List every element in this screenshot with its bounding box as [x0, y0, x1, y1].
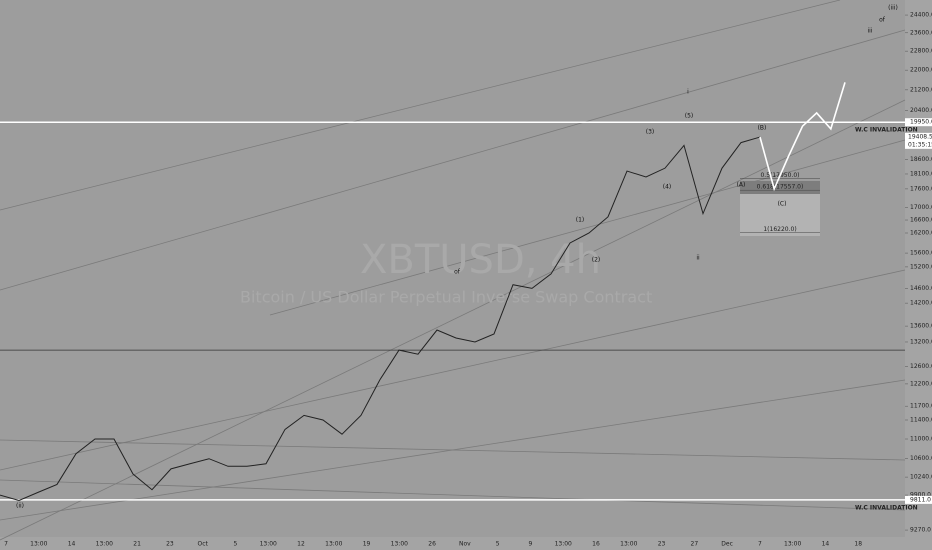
wave-label: (5) [685, 113, 694, 120]
x-tick-label: 13:00 [391, 541, 408, 548]
wave-label: (B) [758, 125, 767, 132]
level-label: 19950.0 [910, 119, 932, 126]
y-tick-label: 24400.0 [910, 12, 932, 19]
y-tick-label: 14600.0 [910, 285, 932, 292]
y-tick-label: 13200.0 [910, 338, 932, 345]
y-tick-label: 21200.0 [910, 86, 932, 93]
y-tick-label: 16200.0 [910, 230, 932, 237]
x-tick-label: 13:00 [260, 541, 277, 548]
x-tick-label: 13:00 [96, 541, 113, 548]
wave-label: (1) [576, 217, 585, 224]
x-tick-label: Oct [197, 541, 208, 548]
price-axis [905, 0, 932, 550]
wave-label: (ii) [16, 503, 24, 510]
y-tick-label: 11700.0 [910, 403, 932, 410]
y-tick-label: 16600.0 [910, 217, 932, 224]
y-tick-label: 23600.0 [910, 29, 932, 36]
y-tick-label: 17600.0 [910, 185, 932, 192]
x-tick-label: 13:00 [325, 541, 342, 548]
wave-label: iii [867, 28, 872, 35]
x-tick-label: 23 [658, 541, 666, 548]
wave-label: (C) [778, 201, 787, 208]
last-price-badge [905, 132, 932, 149]
wave-label: of [454, 269, 461, 276]
watermark-subtitle: Bitcoin / US Dollar Perpetual Inverse Sw… [240, 288, 652, 307]
level-badge [905, 495, 932, 504]
wave-label: (2) [592, 257, 601, 264]
level-label: 9811.0 [910, 496, 931, 503]
y-tick-label: 20400.0 [910, 107, 932, 114]
y-tick-label: 10600.0 [910, 455, 932, 462]
last-price-label: 19408.5 [908, 133, 932, 140]
fib-zone-upper [740, 181, 820, 194]
fib-label: 1(16220.0) [763, 226, 796, 233]
wave-label: (A) [737, 182, 746, 189]
x-tick-label: 5 [234, 541, 238, 548]
x-tick-label: 14 [68, 541, 76, 548]
x-tick-label: Nov [459, 541, 471, 548]
y-tick-label: 14200.0 [910, 300, 932, 307]
fib-zone-lower [740, 194, 820, 236]
x-tick-label: 26 [428, 541, 436, 548]
x-tick-label: 5 [496, 541, 500, 548]
y-tick-label: 18100.0 [910, 170, 932, 177]
x-tick-label: 14 [822, 541, 830, 548]
wave-label: of [879, 17, 886, 24]
x-tick-label: 13:00 [784, 541, 801, 548]
y-tick-label: 12200.0 [910, 380, 932, 387]
y-tick-label: 11000.0 [910, 436, 932, 443]
x-tick-label: Dec [721, 541, 733, 548]
price-line [759, 82, 846, 192]
countdown: 01:35:15 [908, 141, 932, 148]
y-tick-label: 22000.0 [910, 67, 932, 74]
wave-label: (iii) [888, 5, 898, 12]
y-tick-label: 12600.0 [910, 363, 932, 370]
x-tick-label: 7 [758, 541, 762, 548]
time-axis [0, 537, 905, 550]
x-tick-label: 18 [854, 541, 862, 548]
price-line [0, 136, 761, 502]
x-tick-label: 19 [363, 541, 371, 548]
y-tick-label: 9270.0 [910, 527, 931, 534]
trend-lines [0, 0, 906, 541]
x-tick-label: 13:00 [620, 541, 637, 548]
level-text: W.C INVALIDATION [855, 504, 918, 511]
y-tick-label: 17000.0 [910, 204, 932, 211]
x-tick-label: 12 [297, 541, 305, 548]
y-tick-label: 10240.0 [910, 474, 932, 481]
wave-label: (3) [646, 129, 655, 136]
y-tick-label: 11400.0 [910, 417, 932, 424]
level-text: W.C INVALIDATION [855, 127, 918, 134]
y-tick-label: 15200.0 [910, 263, 932, 270]
x-tick-label: 13:00 [555, 541, 572, 548]
x-tick-label: 16 [592, 541, 600, 548]
x-tick-label: 13:00 [30, 541, 47, 548]
wave-label: ii [696, 255, 700, 262]
y-tick-label: 13600.0 [910, 323, 932, 330]
x-tick-label: 9 [529, 541, 533, 548]
y-tick-label: 15600.0 [910, 250, 932, 257]
plot-area [0, 0, 905, 537]
x-tick-label: 23 [166, 541, 174, 548]
wave-label: (4) [663, 184, 672, 191]
x-tick-label: 21 [133, 541, 141, 548]
x-tick-label: 7 [4, 541, 8, 548]
x-tick-label: 27 [691, 541, 699, 548]
level-badge [905, 118, 932, 127]
watermark-title: XBTUSD, 4h [360, 237, 601, 283]
y-tick-label: 22800.0 [910, 48, 932, 55]
wave-label: i [687, 89, 689, 96]
y-tick-label: 18600.0 [910, 156, 932, 163]
fib-label: 0.618(17557.0) [757, 184, 804, 191]
y-tick-label: 9900.0 [910, 492, 931, 499]
